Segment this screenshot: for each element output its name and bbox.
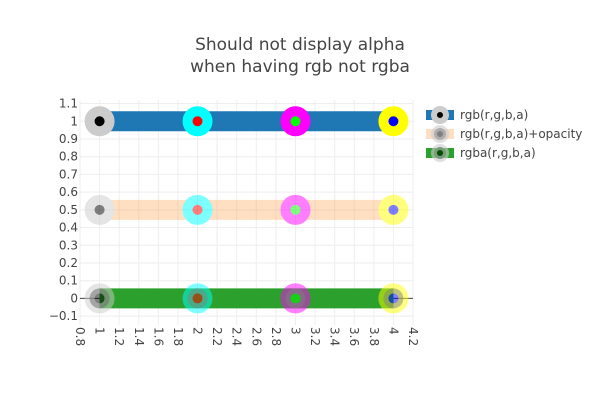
chart-title-line-2: when having rgb not rgba (190, 57, 410, 77)
axes: −0.1 0 0.1 0.2 0.3 0.4 0.5 0.6 0.7 0.8 0.9 1 1.1 0.8 1… (49, 97, 420, 347)
y-tick-label: 0.7 (59, 167, 78, 181)
legend-marker-swatch (431, 106, 449, 124)
legend-marker-swatch (431, 125, 449, 143)
y-tick-label: 0.9 (59, 132, 78, 146)
x-tick-label: 2.6 (249, 327, 263, 346)
x-tick-label: 1.4 (132, 327, 146, 346)
data-point[interactable] (280, 283, 311, 314)
legend: rgb(r,g,b,a) rgb(r,g,b,a)+opacity rgba(r,g… (426, 106, 582, 162)
y-tick-label: 0.4 (59, 221, 78, 235)
x-tick-label: 3 (288, 327, 302, 335)
y-tick-label: −0.1 (49, 309, 78, 323)
legend-item-1[interactable]: rgb(r,g,b,a) (426, 106, 528, 124)
legend-item-3[interactable]: rgba(r,g,b,a) (426, 144, 536, 162)
x-tick-label: 1.6 (151, 327, 165, 346)
legend-label: rgba(r,g,b,a) (460, 146, 536, 160)
y-tick-label: 1.1 (59, 97, 78, 111)
data-point[interactable] (182, 283, 213, 314)
y-tick-label: 0.2 (59, 256, 78, 270)
x-tick-label: 2.2 (210, 327, 224, 346)
x-tick-label: 3.4 (328, 327, 342, 346)
x-tick-label: 1.2 (112, 327, 126, 346)
data-point[interactable] (182, 194, 213, 225)
x-tick-label: 1 (93, 327, 107, 335)
y-tick-label: 0.8 (59, 150, 78, 164)
plot-area (84, 106, 409, 314)
x-tick-label: 2.8 (269, 327, 283, 346)
data-point[interactable] (84, 194, 115, 225)
data-point[interactable] (182, 106, 213, 137)
data-point[interactable] (280, 194, 311, 225)
y-tick-label: 0.6 (59, 185, 78, 199)
x-tick-label: 0.8 (73, 327, 87, 346)
chart-title-line-1: Should not display alpha (195, 35, 405, 55)
x-tick-label: 1.8 (171, 327, 185, 346)
x-tick-label: 3.8 (367, 327, 381, 346)
y-tick-label: 0.5 (59, 203, 78, 217)
legend-label: rgb(r,g,b,a)+opacity (460, 127, 582, 141)
data-point[interactable] (280, 106, 311, 137)
x-tick-label: 2 (191, 327, 205, 335)
data-point[interactable] (378, 106, 409, 137)
series-2 (84, 194, 409, 225)
data-point[interactable] (84, 283, 115, 314)
y-tick-label: 0 (70, 291, 78, 305)
y-tick-label: 0.1 (59, 274, 78, 288)
x-tick-label: 3.2 (308, 327, 322, 346)
x-tick-label: 4.2 (406, 327, 420, 346)
y-tick-label: 0.3 (59, 238, 78, 252)
series-3 (84, 283, 409, 314)
x-tick-label: 4 (386, 327, 400, 335)
data-point[interactable] (378, 194, 409, 225)
y-tick-label: 1 (70, 114, 78, 128)
data-point[interactable] (378, 283, 409, 314)
x-tick-label: 2.4 (230, 327, 244, 346)
legend-item-2[interactable]: rgb(r,g,b,a)+opacity (426, 125, 582, 143)
data-point[interactable] (84, 106, 115, 137)
series-1 (84, 106, 409, 137)
x-tick-label: 3.6 (347, 327, 361, 346)
legend-label: rgb(r,g,b,a) (460, 108, 528, 122)
legend-marker-swatch (431, 144, 449, 162)
